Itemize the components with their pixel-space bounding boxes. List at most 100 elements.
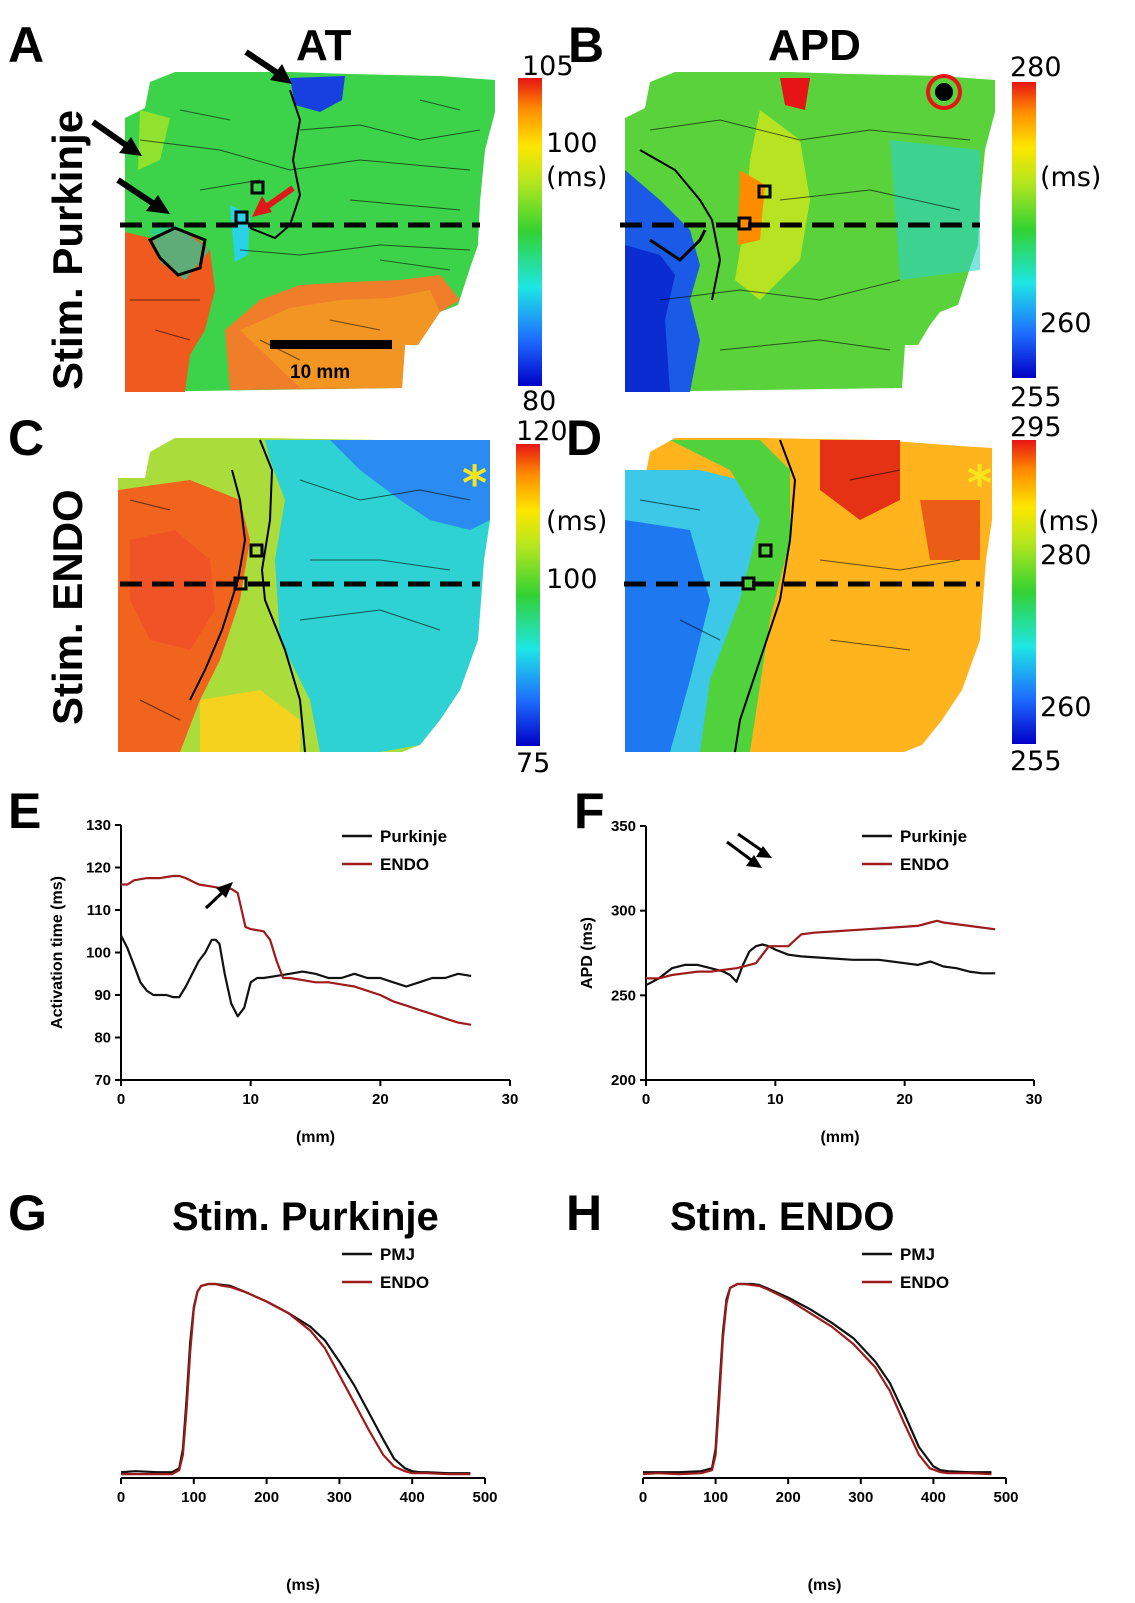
x-tick-label-h: 200 [776, 1489, 801, 1506]
x-tick-label-g: 300 [327, 1489, 352, 1506]
chart-g: 0 100 200 300 400 500 (ms) PMJ ENDO [117, 1245, 498, 1594]
y-tick-label-e: 100 [86, 945, 111, 962]
legend-label-g-pmj: PMJ [380, 1245, 415, 1264]
y-tick-label-f: 300 [611, 903, 636, 920]
colorbar-c: 120 (ms) 100 75 [516, 416, 607, 779]
y-tick-label-e: 90 [94, 987, 111, 1004]
panel-letter-b: B [568, 17, 604, 73]
legend-label-f-endo: ENDO [900, 855, 949, 874]
y-tick-label-e: 130 [86, 817, 111, 834]
panel-letter-h: H [566, 1185, 602, 1241]
map-a-markers: 10 mm [91, 49, 480, 383]
x-tick-label-h: 300 [848, 1489, 873, 1506]
y-tick-label-f: 250 [611, 987, 636, 1004]
x-tick-label-f: 0 [642, 1091, 650, 1108]
y-axis-label-e: Activation time (ms) [49, 876, 66, 1029]
panel-letter-c: C [8, 410, 44, 466]
x-tick-label-e: 10 [242, 1091, 259, 1108]
colorbar-b-unit: (ms) [1040, 162, 1101, 193]
colorbar-d-mid1: 280 [1040, 540, 1092, 571]
colorbar-c-mid: 100 [546, 564, 598, 595]
x-tick-label-g: 100 [181, 1489, 206, 1506]
scale-bar-label: 10 mm [290, 362, 350, 383]
chart-e: 0 10 20 30 (mm) 70 80 90 100 110 120 130 Activation … [49, 817, 518, 1146]
y-tick-label-e: 110 [87, 902, 111, 919]
panel-letter-f: F [574, 783, 605, 839]
chart-f: 0 10 20 30 (mm) 200 250 300 350 APD (ms) Purkinje E… [579, 818, 1042, 1146]
x-tick-label-e: 20 [372, 1091, 389, 1108]
row-label-middle: Stim. ENDO [44, 489, 91, 725]
series-line-e-endo [121, 874, 472, 1026]
x-axis-label-g: (ms) [286, 1577, 320, 1594]
colorbar-b-bottom: 255 [1010, 382, 1062, 413]
x-tick-label-e: 0 [117, 1091, 125, 1108]
pacing-star-c: * [462, 456, 487, 512]
colorbar-c-top: 120 [516, 416, 568, 447]
chart-h-title: Stim. ENDO [670, 1195, 894, 1239]
x-tick-label-e: 30 [502, 1091, 519, 1108]
colorbar-a-top: 105 [522, 51, 574, 82]
map-c-markers: * [120, 456, 487, 591]
series-line-f-purkinje [645, 943, 996, 987]
colorbar-d-bottom: 255 [1010, 746, 1062, 777]
series-line-e-purkinje [120, 935, 472, 1018]
series-line-h-pmj [643, 1282, 992, 1474]
map-b [625, 72, 995, 392]
colorbar-b-top: 280 [1010, 52, 1062, 83]
colorbar-b: 280 (ms) 260 255 [1010, 52, 1101, 413]
x-tick-label-h: 100 [703, 1489, 728, 1506]
x-tick-label-f: 20 [896, 1091, 913, 1108]
colorbar-d-unit: (ms) [1038, 506, 1099, 537]
x-tick-label-h: 0 [639, 1489, 647, 1506]
pacing-star-d: * [967, 456, 992, 512]
y-tick-label-f: 200 [611, 1072, 636, 1089]
chart-h: 0 100 200 300 400 500 (ms) PMJ ENDO [639, 1245, 1019, 1594]
colorbar-c-unit: (ms) [546, 506, 607, 537]
legend-label-h-pmj: PMJ [900, 1245, 935, 1264]
y-axis-label-f: APD (ms) [579, 917, 596, 989]
x-tick-label-g: 0 [117, 1489, 125, 1506]
chart-g-title: Stim. Purkinje [172, 1195, 439, 1239]
panel-letter-g: G [8, 1185, 47, 1241]
series-line-f-endo [646, 919, 996, 980]
chart-e-arrow [204, 882, 233, 910]
map-d-markers: * [624, 456, 992, 591]
colorbar-d-mid2: 260 [1040, 692, 1092, 723]
x-axis-label-e: (mm) [296, 1129, 335, 1146]
legend-label-e-endo: ENDO [380, 855, 429, 874]
legend-label-g-endo: ENDO [380, 1273, 429, 1292]
colorbar-d-top: 295 [1010, 412, 1062, 443]
colorbar-a-bottom: 80 [522, 386, 556, 417]
panel-letter-e: E [8, 783, 41, 839]
legend-label-h-endo: ENDO [900, 1273, 949, 1292]
colorbar-a-unit: (ms) [546, 162, 607, 193]
legend-label-f-purkinje: Purkinje [900, 827, 967, 846]
series-line-h-endo [642, 1282, 992, 1476]
header-at: AT [296, 21, 352, 70]
legend-label-e-purkinje: Purkinje [380, 827, 447, 846]
x-tick-label-g: 200 [254, 1489, 279, 1506]
colorbar-d: 295 (ms) 280 260 255 [1010, 412, 1099, 777]
x-tick-label-g: 400 [400, 1489, 425, 1506]
chart-f-arrows [726, 832, 772, 868]
x-tick-label-h: 400 [921, 1489, 946, 1506]
map-b-markers [620, 184, 980, 231]
panel-letter-d: D [566, 410, 602, 466]
x-axis-label-h: (ms) [808, 1577, 842, 1594]
colorbar-c-bottom: 75 [516, 748, 550, 779]
x-tick-label-f: 10 [767, 1091, 784, 1108]
x-tick-label-g: 500 [472, 1489, 497, 1506]
map-c [118, 438, 490, 753]
colorbar-a-mid: 100 [546, 128, 598, 159]
series-line-g-pmj [120, 1282, 471, 1475]
x-axis-label-f: (mm) [820, 1129, 859, 1146]
row-label-top: Stim. Purkinje [44, 110, 91, 390]
colorbar-b-mid: 260 [1040, 308, 1092, 339]
header-apd: APD [768, 21, 861, 70]
map-a [125, 72, 495, 392]
x-tick-label-f: 30 [1026, 1091, 1043, 1108]
y-tick-label-e: 80 [94, 1030, 111, 1047]
x-tick-label-h: 500 [993, 1489, 1018, 1506]
series-line-g-endo [121, 1282, 471, 1476]
